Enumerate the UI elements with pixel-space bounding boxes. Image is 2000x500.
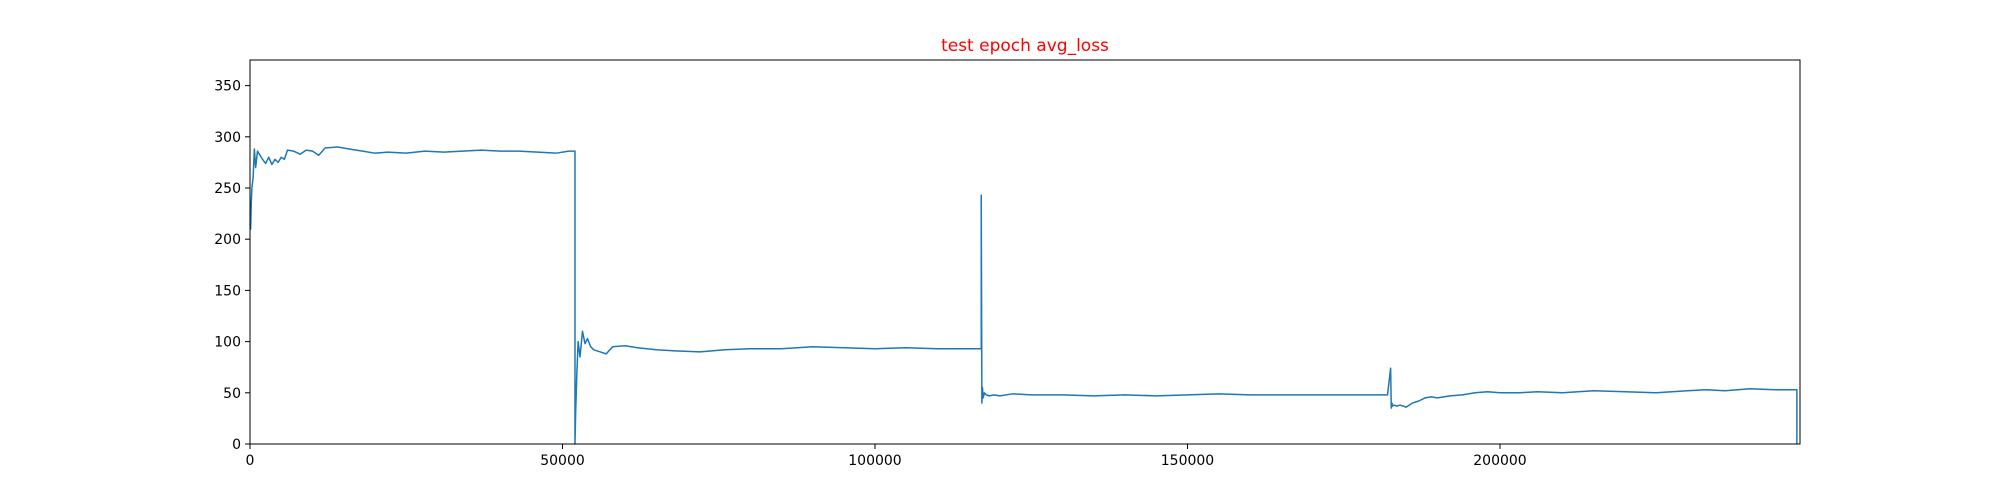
y-tick-label: 150 [214,283,241,299]
y-tick-label: 350 [214,79,241,95]
y-tick-label: 100 [214,335,241,351]
x-axis: 0 50000 100000 150000 200000 [246,444,1527,469]
chart-title: test epoch avg_loss [941,36,1109,56]
series-line [249,146,1798,445]
x-tick-label: 100000 [848,453,901,469]
x-tick-label: 200000 [1473,453,1526,469]
x-tick-label: 50000 [540,453,585,469]
series-group [249,146,1798,445]
y-tick-label: 300 [214,130,241,146]
x-tick-label: 0 [246,453,255,469]
y-tick-label: 50 [223,386,241,402]
plot-area-frame [249,59,1801,445]
x-tick-label: 150000 [1161,453,1214,469]
y-tick-label: 0 [232,437,241,453]
y-axis: 0 50 100 150 200 250 300 350 [214,79,250,453]
y-tick-label: 200 [214,232,241,248]
y-tick-label: 250 [214,181,241,197]
